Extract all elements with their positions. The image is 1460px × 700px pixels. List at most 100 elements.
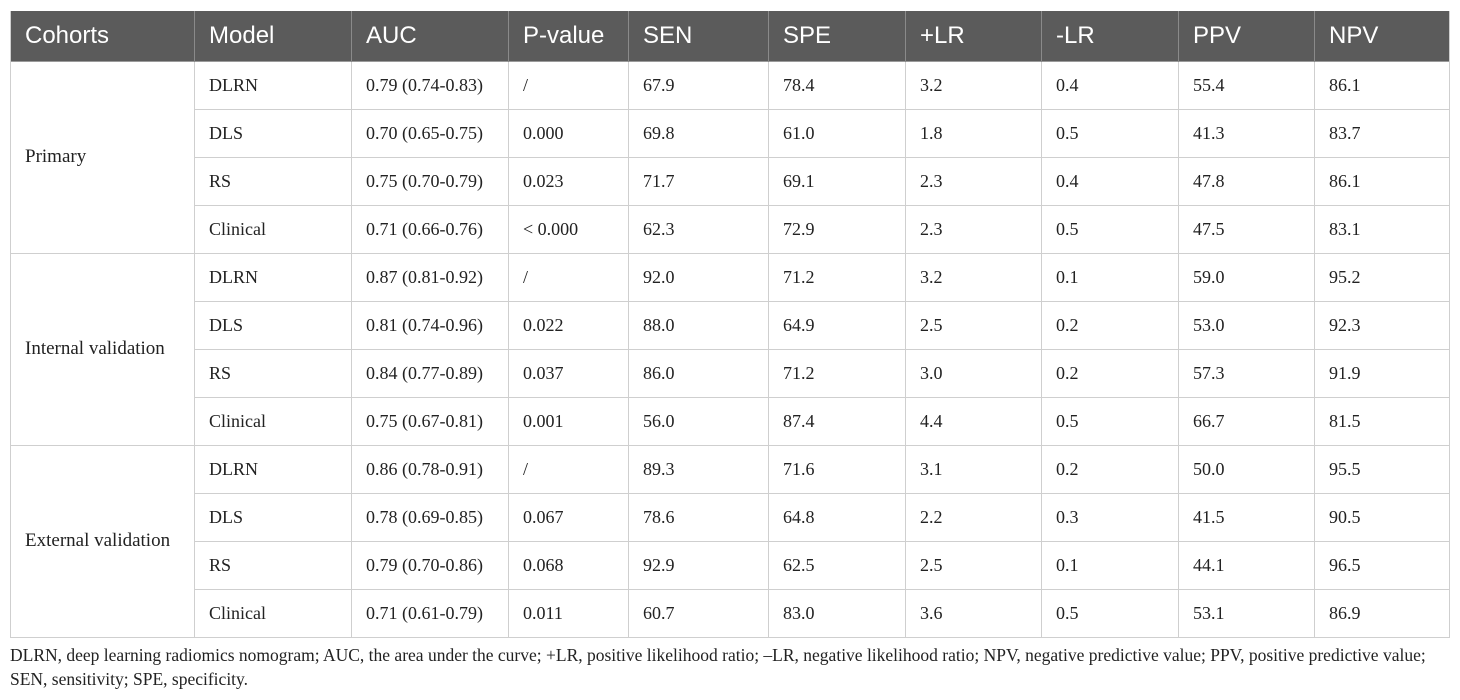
column-header-ppv: PPV [1178,11,1315,61]
table-cell: 71.2 [768,348,906,398]
model-cell: RS [194,540,352,590]
table-cell: 41.5 [1178,492,1315,542]
table-cell: 0.2 [1041,300,1179,350]
table-cell: 0.4 [1041,60,1179,110]
column-header-p-value: P-value [508,11,629,61]
column-header-sen: SEN [628,11,769,61]
table-cell: 0.5 [1041,204,1179,254]
table-cell: 41.3 [1178,108,1315,158]
table-cell: 0.86 (0.78-0.91) [351,444,509,494]
table-cell: 53.0 [1178,300,1315,350]
table-cell: 0.5 [1041,396,1179,446]
table-cell: 86.1 [1314,60,1450,110]
table-cell: 50.0 [1178,444,1315,494]
table-cell: / [508,60,629,110]
table-cell: 60.7 [628,588,769,638]
cohort-cell: External validation [10,444,195,638]
table-cell: 95.2 [1314,252,1450,302]
model-cell: RS [194,156,352,206]
results-table-container: Cohorts Model AUC P-value SEN SPE +LR -LR PPV NPV… [10,11,1450,638]
column-header-model: Model [194,11,352,61]
table-cell: 56.0 [628,396,769,446]
table-cell: 0.71 (0.66-0.76) [351,204,509,254]
table-cell: 71.6 [768,444,906,494]
model-performance-table: Cohorts Model AUC P-value SEN SPE +LR -LR PPV NPV… [10,11,1450,638]
table-row: RS 0.75 (0.70-0.79) 0.023 71.7 69.1 2.3 0.4 47.… [11,156,1450,206]
table-cell: 64.8 [768,492,906,542]
table-cell: 96.5 [1314,540,1450,590]
table-cell: 78.6 [628,492,769,542]
column-header-auc: AUC [351,11,509,61]
table-cell: 2.5 [905,540,1042,590]
table-cell: 0.068 [508,540,629,590]
table-cell: 92.3 [1314,300,1450,350]
table-cell: 3.1 [905,444,1042,494]
table-cell: 0.75 (0.67-0.81) [351,396,509,446]
column-header-lr: -LR [1041,11,1179,61]
table-row: Clinical 0.75 (0.67-0.81) 0.001 56.0 87.4 4.4… [11,396,1450,446]
table-cell: 3.6 [905,588,1042,638]
table-cell: 2.2 [905,492,1042,542]
table-cell: 0.000 [508,108,629,158]
table-cell: 0.79 (0.74-0.83) [351,60,509,110]
table-cell: 0.79 (0.70-0.86) [351,540,509,590]
table-row: Internal validation DLRN 0.87 (0.81-0.92) /… [10,252,1450,446]
cohort-cell: Internal validation [10,252,195,446]
model-cell: Clinical [194,588,352,638]
table-cell: 67.9 [628,60,769,110]
table-cell: 95.5 [1314,444,1450,494]
table-cell: 86.9 [1314,588,1450,638]
table-cell: 3.2 [905,252,1042,302]
table-cell: 86.1 [1314,156,1450,206]
table-cell: 1.8 [905,108,1042,158]
table-cell: 57.3 [1178,348,1315,398]
table-cell: 62.3 [628,204,769,254]
table-row: External validation DLRN 0.86 (0.78-0.91) /… [10,444,1450,638]
table-cell: 64.9 [768,300,906,350]
table-row: Clinical 0.71 (0.66-0.76) < 0.000 62.3 72.9 2… [11,204,1450,254]
table-cell: 0.5 [1041,108,1179,158]
model-cell: DLS [194,492,352,542]
model-cell: Clinical [194,204,352,254]
table-cell: 0.70 (0.65-0.75) [351,108,509,158]
table-cell: 89.3 [628,444,769,494]
column-header-spe: SPE [768,11,906,61]
table-body: Primary DLRN 0.79 (0.74-0.83)/67.9 78.4 3.2 0… [10,60,1450,638]
table-cell: 59.0 [1178,252,1315,302]
table-cell: 53.1 [1178,588,1315,638]
table-cell: < 0.000 [508,204,629,254]
table-cell: 72.9 [768,204,906,254]
cohort-cell: Primary [10,60,195,254]
table-cell: 83.1 [1314,204,1450,254]
model-cell: DLRN [194,252,352,302]
table-cell: 61.0 [768,108,906,158]
model-cell: DLRN [194,444,352,494]
table-cell: 0.2 [1041,348,1179,398]
table-cell: 86.0 [628,348,769,398]
table-row: DLS 0.81 (0.74-0.96) 0.022 88.0 64.9 2.5 0.2 53… [11,300,1450,350]
table-cell: 0.1 [1041,252,1179,302]
table-cell: 0.1 [1041,540,1179,590]
table-cell: 0.023 [508,156,629,206]
column-header-cohorts: Cohorts [10,11,195,61]
model-cell: DLS [194,108,352,158]
table-cell: 4.4 [905,396,1042,446]
table-cell: 0.71 (0.61-0.79) [351,588,509,638]
table-cell: 0.84 (0.77-0.89) [351,348,509,398]
table-row: Clinical 0.71 (0.61-0.79) 0.011 60.7 83.0 3.6… [11,588,1450,638]
table-cell: 55.4 [1178,60,1315,110]
table-cell: 0.022 [508,300,629,350]
table-footnote: DLRN, deep learning radiomics nomogram; … [10,645,1426,689]
table-cell: 71.7 [628,156,769,206]
table-cell: 0.75 (0.70-0.79) [351,156,509,206]
table-cell: 83.7 [1314,108,1450,158]
table-cell: 0.5 [1041,588,1179,638]
table-cell: 69.1 [768,156,906,206]
table-cell: 83.0 [768,588,906,638]
table-cell: 0.011 [508,588,629,638]
table-cell: 2.3 [905,156,1042,206]
table-row: RS 0.79 (0.70-0.86) 0.068 92.9 62.5 2.5 0.1 44.… [11,540,1450,590]
table-header-row: Cohorts Model AUC P-value SEN SPE +LR -LR PPV NPV [10,11,1450,61]
table-cell: 62.5 [768,540,906,590]
table-cell: 2.5 [905,300,1042,350]
